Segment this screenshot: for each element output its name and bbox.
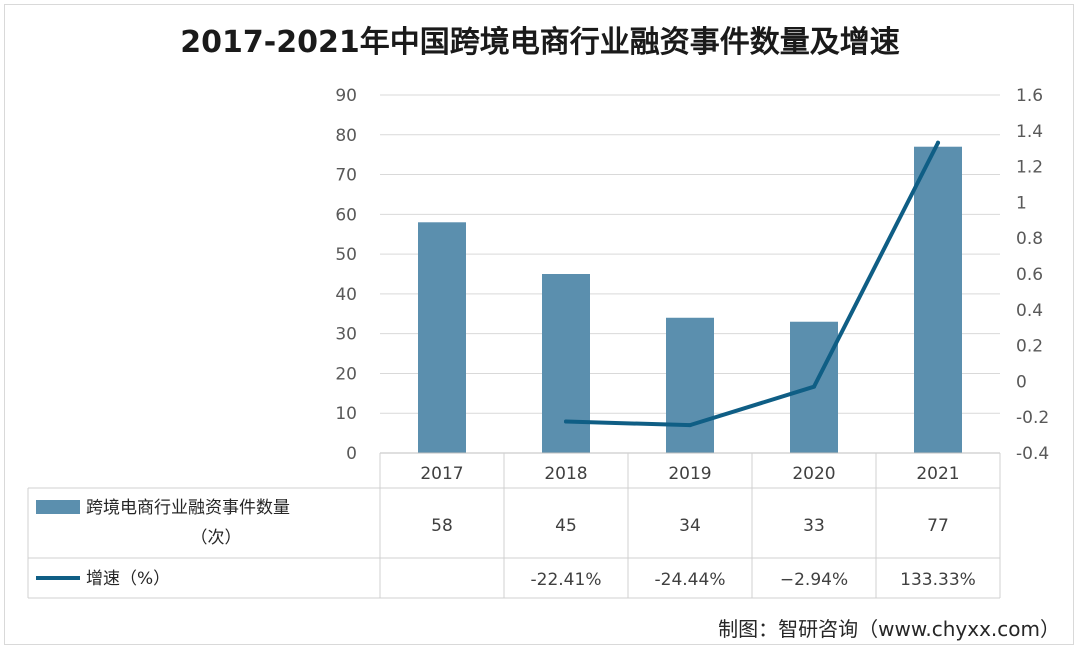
left-tick-label: 50 — [335, 245, 357, 265]
bar — [542, 274, 590, 453]
right-tick-label: 0.4 — [1016, 301, 1043, 321]
right-tick-label: 0.8 — [1016, 229, 1043, 249]
gridlines — [380, 94, 1000, 414]
category-label: 2020 — [792, 464, 835, 484]
left-tick-label: 20 — [335, 364, 357, 384]
right-tick-label: 0 — [1016, 372, 1027, 392]
legend-bar-swatch — [36, 500, 80, 514]
category-label: 2017 — [420, 464, 463, 484]
right-tick-label: -0.2 — [1016, 408, 1049, 428]
left-tick-label: 0 — [346, 444, 357, 464]
chart-title: 2017-2021年中国跨境电商行业融资事件数量及增速 — [180, 25, 899, 60]
bar-series — [418, 146, 962, 453]
left-tick-label: 70 — [335, 166, 357, 186]
line-series — [564, 140, 940, 428]
right-tick-label: 1 — [1016, 193, 1027, 213]
bar — [418, 222, 466, 453]
bar — [666, 317, 714, 453]
left-tick-label: 10 — [335, 404, 357, 424]
legend-line-name: 增速（%） — [86, 569, 170, 589]
right-axis-ticks: -0.4 -0.2 0 0.2 0.4 0.6 0.8 1 1.2 1.4 1.6 — [1016, 86, 1049, 464]
left-tick-label: 30 — [335, 325, 357, 345]
line-data-label: 133.33% — [900, 570, 976, 590]
right-tick-label: 1.2 — [1016, 158, 1043, 178]
line-point — [812, 384, 816, 389]
right-tick-label: 0.2 — [1016, 337, 1043, 357]
data-table: 2017 2018 2019 2020 2021 58 45 34 33 77 -22.41% -24… — [27, 452, 1001, 599]
left-tick-label: 80 — [335, 126, 357, 146]
right-tick-label: 0.6 — [1016, 265, 1043, 285]
bar-data-label: 58 — [431, 516, 453, 536]
bar-data-label: 45 — [555, 516, 577, 536]
bar-data-label: 34 — [679, 516, 701, 536]
bar-data-label: 33 — [803, 516, 825, 536]
line-data-label: −2.94% — [780, 570, 848, 590]
line-data-label: -22.41% — [531, 570, 602, 590]
line-point — [936, 140, 940, 145]
bar-data-label: 77 — [927, 516, 949, 536]
category-label: 2018 — [544, 464, 587, 484]
legend-bar-name: 跨境电商行业融资事件数量 — [86, 498, 290, 518]
right-tick-label: 1.6 — [1016, 86, 1043, 106]
line-point — [564, 419, 568, 424]
left-tick-label: 60 — [335, 205, 357, 225]
category-label: 2019 — [668, 464, 711, 484]
chart-frame — [4, 4, 1074, 645]
left-tick-label: 40 — [335, 285, 357, 305]
right-tick-label: -0.4 — [1016, 444, 1049, 464]
source-credit: 制图：智研咨询（www.chyxx.com） — [718, 617, 1060, 641]
category-label: 2021 — [916, 464, 959, 484]
legend-bar-unit: （次） — [191, 528, 242, 548]
left-tick-label: 90 — [335, 86, 357, 106]
growth-line — [564, 140, 940, 428]
bar — [914, 146, 962, 453]
line-data-label: -24.44% — [655, 570, 726, 590]
line-point — [688, 423, 692, 428]
left-axis-ticks: 0 10 20 30 40 50 60 70 80 90 — [335, 86, 357, 464]
right-tick-label: 1.4 — [1016, 122, 1043, 142]
